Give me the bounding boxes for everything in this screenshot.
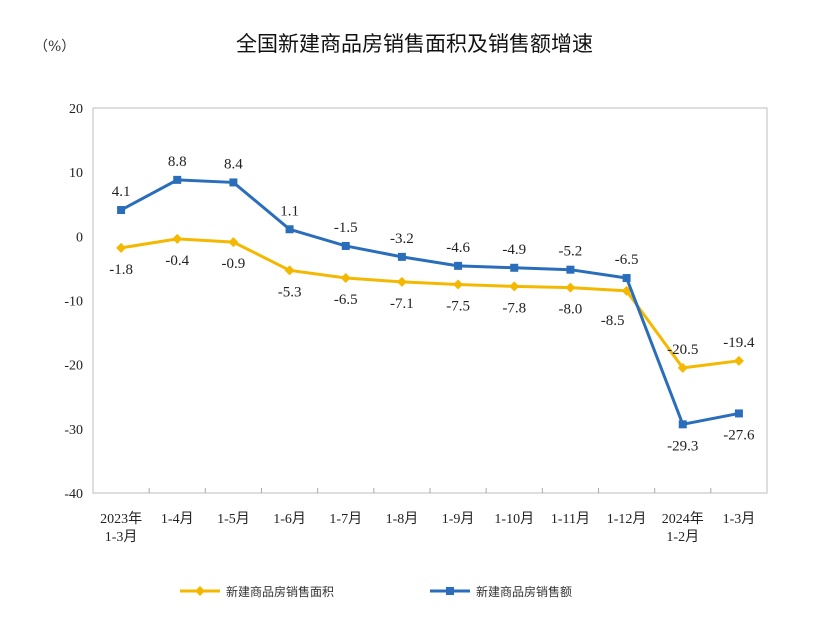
y-tick-label: 0 — [76, 230, 83, 245]
legend-label: 新建商品房销售额 — [476, 584, 572, 599]
x-tick-label: 1-7月 — [329, 511, 362, 527]
y-tick-label: -10 — [64, 295, 83, 310]
data-point-diamond — [340, 273, 351, 284]
y-tick-label: 20 — [69, 102, 83, 117]
data-point-square — [341, 241, 350, 250]
data-label: -0.4 — [165, 253, 189, 269]
data-label: 4.1 — [112, 184, 131, 200]
data-point-diamond — [396, 276, 407, 287]
data-label: -27.6 — [723, 427, 755, 443]
data-label: -29.3 — [667, 438, 698, 454]
data-label: -7.1 — [390, 296, 414, 312]
x-tick-label: 2024年 1-2月 — [662, 511, 704, 545]
x-tick-label: 2023年 1-3月 — [100, 511, 142, 545]
data-label: -1.8 — [109, 262, 133, 278]
data-label: -4.6 — [446, 240, 470, 256]
data-point-diamond — [284, 265, 295, 276]
data-point-diamond — [172, 233, 183, 244]
x-tick-label: 1-3月 — [723, 511, 756, 527]
data-point-square — [117, 206, 126, 215]
x-tick-label: 1-11月 — [551, 511, 590, 527]
series-line-1 — [120, 237, 740, 370]
y-axis-unit: （%） — [34, 39, 76, 55]
y-tick-label: -40 — [64, 487, 83, 502]
data-point-square — [285, 225, 294, 234]
x-tick-label: 1-9月 — [442, 511, 475, 527]
y-tick-label: 10 — [69, 166, 83, 181]
data-point-square — [454, 261, 463, 270]
data-label: -5.3 — [278, 284, 302, 300]
data-point-square — [173, 175, 182, 184]
data-label: -8.0 — [559, 302, 583, 318]
y-tick-label: -30 — [64, 423, 83, 438]
data-point-square — [510, 263, 519, 272]
x-tick-label: 1-8月 — [386, 511, 419, 527]
data-label: -7.8 — [502, 300, 526, 316]
data-label: -5.2 — [559, 244, 583, 260]
legend-marker-square — [446, 587, 454, 595]
plot-frame — [92, 107, 768, 494]
data-point-square — [566, 265, 575, 274]
data-label: -4.9 — [502, 242, 526, 258]
data-label: -1.5 — [334, 220, 358, 236]
series-line-2 — [120, 178, 740, 427]
data-label: 1.1 — [280, 203, 299, 219]
data-point-square — [678, 420, 687, 429]
x-tick-label: 1-12月 — [607, 511, 647, 527]
data-label: -7.5 — [446, 298, 470, 314]
data-label: -0.9 — [222, 256, 246, 272]
y-tick-label: -20 — [64, 359, 83, 374]
data-label: 8.8 — [168, 154, 187, 170]
chart-title: 全国新建商品房销售面积及销售额增速 — [236, 32, 593, 56]
data-point-diamond — [453, 279, 464, 290]
data-point-diamond — [677, 362, 688, 373]
data-point-square — [622, 274, 631, 283]
data-label: -6.5 — [615, 252, 639, 268]
data-label: -6.5 — [334, 292, 358, 308]
data-label: -20.5 — [667, 342, 698, 358]
x-tick-label: 1-4月 — [161, 511, 194, 527]
x-tick-label: 1-6月 — [273, 511, 306, 527]
data-point-square — [734, 409, 743, 418]
data-label: 8.4 — [224, 156, 243, 172]
data-point-diamond — [116, 242, 127, 253]
data-point-diamond — [509, 281, 520, 292]
data-label: -19.4 — [723, 335, 755, 351]
legend-label: 新建商品房销售面积 — [226, 584, 334, 599]
data-point-diamond — [733, 355, 744, 366]
data-point-square — [229, 178, 238, 187]
data-point-diamond — [228, 237, 239, 248]
legend-marker-diamond — [195, 586, 205, 596]
data-label: -3.2 — [390, 231, 414, 247]
x-tick-label: 1-10月 — [494, 511, 534, 527]
data-point-diamond — [565, 282, 576, 293]
data-label: -8.5 — [601, 313, 625, 329]
data-point-square — [397, 252, 406, 261]
x-tick-label: 1-5月 — [217, 511, 250, 527]
